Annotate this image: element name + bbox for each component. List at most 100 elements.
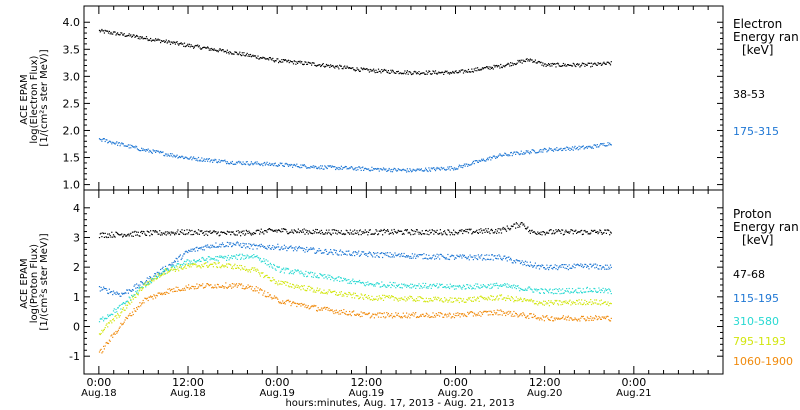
data-point bbox=[500, 285, 503, 287]
data-point bbox=[103, 32, 105, 34]
data-point bbox=[498, 154, 500, 156]
data-point bbox=[406, 70, 408, 72]
data-point bbox=[225, 265, 227, 267]
data-point bbox=[285, 162, 287, 164]
data-point bbox=[580, 303, 582, 305]
data-point bbox=[219, 161, 221, 163]
data-point bbox=[524, 288, 527, 290]
data-point bbox=[486, 157, 489, 159]
data-point bbox=[544, 148, 546, 150]
data-point bbox=[382, 299, 385, 301]
data-point bbox=[377, 282, 379, 284]
data-point bbox=[458, 71, 460, 74]
data-point bbox=[534, 152, 536, 154]
data-point bbox=[138, 235, 140, 237]
data-point bbox=[129, 289, 131, 291]
data-point bbox=[324, 66, 326, 68]
data-point bbox=[108, 233, 110, 235]
data-point bbox=[155, 273, 157, 275]
data-point bbox=[454, 168, 456, 171]
data-point bbox=[169, 41, 171, 43]
data-point bbox=[486, 66, 489, 68]
data-point bbox=[384, 169, 386, 171]
data-point bbox=[410, 171, 413, 173]
data-point bbox=[403, 283, 405, 285]
data-point bbox=[334, 166, 336, 168]
data-point bbox=[112, 142, 115, 144]
data-point bbox=[504, 152, 506, 154]
data-point bbox=[448, 231, 451, 233]
data-point bbox=[233, 255, 235, 257]
data-point bbox=[190, 287, 192, 290]
data-point bbox=[590, 263, 592, 265]
data-point bbox=[515, 288, 517, 290]
data-point bbox=[242, 268, 244, 270]
data-point bbox=[382, 313, 384, 315]
data-point bbox=[201, 48, 203, 50]
data-point bbox=[166, 155, 168, 157]
data-point bbox=[500, 257, 502, 259]
data-point bbox=[423, 301, 425, 303]
data-point bbox=[557, 267, 560, 269]
data-point bbox=[283, 301, 285, 304]
data-point bbox=[280, 163, 282, 165]
data-point bbox=[335, 250, 337, 252]
data-point bbox=[463, 230, 465, 232]
data-point bbox=[125, 235, 127, 237]
data-point bbox=[122, 34, 124, 36]
data-point bbox=[318, 232, 320, 234]
data-point bbox=[355, 169, 357, 171]
data-point bbox=[510, 299, 512, 301]
data-point bbox=[116, 33, 118, 35]
data-point bbox=[374, 232, 376, 234]
data-point bbox=[117, 233, 119, 235]
data-point bbox=[358, 250, 360, 252]
data-point bbox=[382, 70, 384, 73]
data-point bbox=[207, 266, 209, 268]
data-point bbox=[376, 254, 378, 257]
data-point bbox=[515, 296, 517, 298]
data-point bbox=[434, 255, 437, 257]
data-point bbox=[534, 289, 536, 291]
data-point bbox=[292, 273, 295, 275]
data-point bbox=[383, 284, 385, 286]
data-point bbox=[354, 70, 356, 72]
data-point bbox=[602, 266, 604, 268]
data-point bbox=[505, 153, 507, 155]
data-point bbox=[157, 38, 159, 40]
data-point bbox=[330, 165, 332, 167]
data-point bbox=[425, 230, 427, 232]
data-point bbox=[415, 312, 417, 314]
data-point bbox=[369, 68, 371, 71]
data-point bbox=[249, 285, 252, 287]
data-point bbox=[132, 313, 134, 316]
data-point bbox=[418, 316, 420, 318]
data-point bbox=[153, 278, 155, 280]
data-point bbox=[480, 228, 482, 230]
data-point bbox=[368, 169, 370, 172]
data-point bbox=[266, 264, 268, 266]
data-point bbox=[302, 229, 304, 231]
data-point bbox=[401, 255, 403, 257]
data-point bbox=[237, 242, 239, 244]
data-point bbox=[472, 160, 474, 162]
data-point bbox=[427, 301, 429, 303]
data-point bbox=[600, 299, 602, 301]
data-point bbox=[579, 287, 581, 289]
data-point bbox=[443, 286, 445, 288]
data-point bbox=[543, 65, 545, 67]
data-point bbox=[594, 62, 596, 64]
data-point bbox=[600, 304, 602, 306]
data-point bbox=[396, 284, 398, 286]
data-point bbox=[375, 314, 377, 316]
data-point bbox=[168, 292, 170, 294]
data-point bbox=[564, 267, 566, 269]
data-point bbox=[543, 63, 545, 65]
data-point bbox=[407, 255, 409, 257]
data-point bbox=[230, 285, 232, 287]
data-point bbox=[196, 232, 198, 234]
data-point bbox=[526, 227, 528, 229]
data-point bbox=[250, 245, 252, 247]
data-point bbox=[464, 256, 466, 258]
data-point bbox=[147, 231, 149, 233]
